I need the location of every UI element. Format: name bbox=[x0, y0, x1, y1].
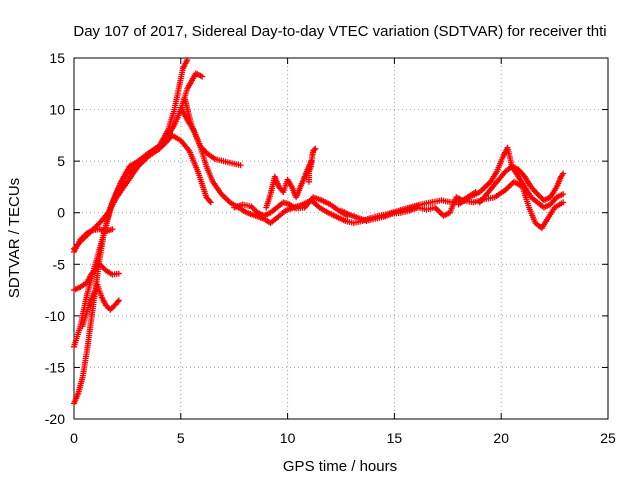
series-markers bbox=[71, 70, 206, 407]
axis-ticks: 0 5 10 15 20 25 -20 -15 -10 -5 0 5 10 15 bbox=[45, 50, 616, 446]
series-markers bbox=[79, 281, 122, 330]
y-tick-label: -5 bbox=[53, 256, 66, 272]
y-tick-label: -10 bbox=[45, 308, 65, 324]
x-tick-label: 25 bbox=[600, 430, 616, 446]
y-tick-label: 0 bbox=[57, 205, 65, 221]
y-tick-label: 5 bbox=[57, 153, 65, 169]
series-sat-f bbox=[71, 226, 116, 255]
series-sat-m bbox=[455, 144, 567, 211]
data-points bbox=[71, 57, 567, 407]
series-sat-a bbox=[71, 132, 214, 252]
grid bbox=[74, 58, 608, 419]
y-tick-label: 10 bbox=[49, 102, 65, 118]
series-markers bbox=[231, 194, 351, 219]
x-axis-title: GPS time / hours bbox=[283, 458, 397, 475]
series-sat-n bbox=[476, 163, 567, 206]
x-tick-label: 5 bbox=[177, 430, 185, 446]
x-tick-label: 15 bbox=[387, 430, 403, 446]
series-markers bbox=[71, 132, 214, 252]
y-tick-label: -20 bbox=[45, 411, 65, 427]
x-tick-label: 0 bbox=[70, 430, 78, 446]
series-sat-i bbox=[231, 194, 351, 219]
series-sat-d bbox=[71, 261, 122, 294]
x-tick-label: 10 bbox=[280, 430, 296, 446]
y-axis-title: SDTVAR / TECUs bbox=[6, 178, 23, 298]
series-markers bbox=[476, 163, 567, 206]
x-tick-label: 20 bbox=[493, 430, 509, 446]
series-sat-e bbox=[79, 281, 122, 330]
series-sat-c bbox=[71, 70, 206, 407]
series-markers bbox=[71, 226, 116, 255]
y-tick-label: 15 bbox=[49, 50, 65, 66]
series-markers bbox=[306, 145, 319, 185]
series-sat-k bbox=[306, 145, 319, 185]
series-markers bbox=[71, 261, 122, 294]
plot-area-frame bbox=[73, 57, 609, 420]
y-tick-label: -15 bbox=[45, 359, 65, 375]
series-markers bbox=[455, 144, 567, 211]
chart-title: Day 107 of 2017, Sidereal Day-to-day VTE… bbox=[73, 23, 606, 40]
